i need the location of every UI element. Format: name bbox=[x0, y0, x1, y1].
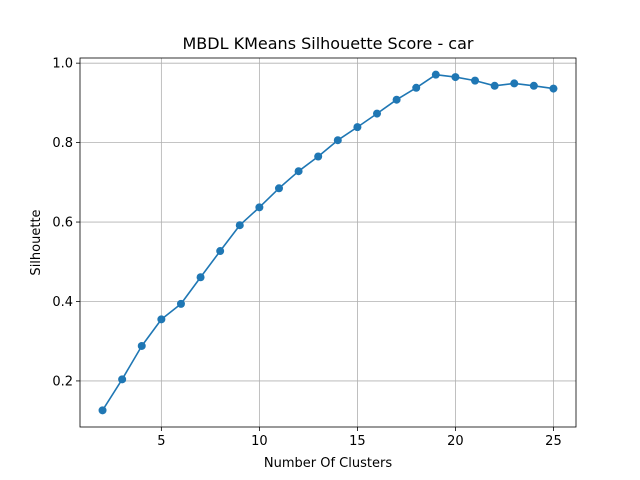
data-point-marker bbox=[196, 273, 205, 282]
data-point-marker bbox=[549, 84, 558, 93]
data-point-marker bbox=[471, 76, 480, 85]
y-tick-label: 0.2 bbox=[52, 374, 73, 389]
x-axis-label: Number Of Clusters bbox=[264, 456, 392, 471]
data-point-marker bbox=[98, 406, 107, 415]
data-point-marker bbox=[333, 136, 342, 145]
data-point-marker bbox=[451, 73, 460, 82]
data-point-marker bbox=[176, 299, 185, 308]
data-point-marker bbox=[431, 70, 440, 79]
data-point-marker bbox=[490, 81, 499, 90]
x-tick-label: 10 bbox=[251, 434, 268, 449]
data-point-marker bbox=[314, 152, 323, 161]
x-tick-label: 20 bbox=[447, 434, 464, 449]
y-tick-label: 0.6 bbox=[52, 216, 73, 231]
chart-title: MBDL KMeans Silhouette Score - car bbox=[183, 34, 474, 53]
y-tick-label: 1.0 bbox=[52, 57, 73, 72]
data-point-marker bbox=[373, 109, 382, 118]
data-point-marker bbox=[392, 95, 401, 104]
data-point-marker bbox=[118, 375, 127, 384]
data-point-marker bbox=[137, 341, 146, 350]
data-point-marker bbox=[294, 167, 303, 176]
data-point-marker bbox=[353, 123, 362, 132]
axis-ticks: 5 10 15 20 25 0.2 0.4 0.6 0.8 1.0 bbox=[52, 57, 561, 449]
y-tick-label: 0.8 bbox=[52, 136, 73, 151]
grid bbox=[80, 58, 576, 427]
x-tick-label: 25 bbox=[545, 434, 562, 449]
x-tick-label: 5 bbox=[157, 434, 165, 449]
data-point-marker bbox=[255, 203, 264, 212]
data-point-marker bbox=[216, 247, 225, 256]
data-point-marker bbox=[157, 315, 166, 324]
x-tick-label: 15 bbox=[349, 434, 366, 449]
data-point-marker bbox=[274, 184, 283, 193]
plot-frame bbox=[79, 57, 577, 428]
series-group bbox=[98, 70, 558, 415]
data-point-marker bbox=[412, 83, 421, 92]
data-point-marker bbox=[529, 81, 538, 90]
data-point-marker bbox=[510, 79, 519, 88]
y-axis-label: Silhouette bbox=[29, 209, 44, 275]
y-tick-label: 0.4 bbox=[52, 295, 73, 310]
data-point-marker bbox=[235, 221, 244, 230]
